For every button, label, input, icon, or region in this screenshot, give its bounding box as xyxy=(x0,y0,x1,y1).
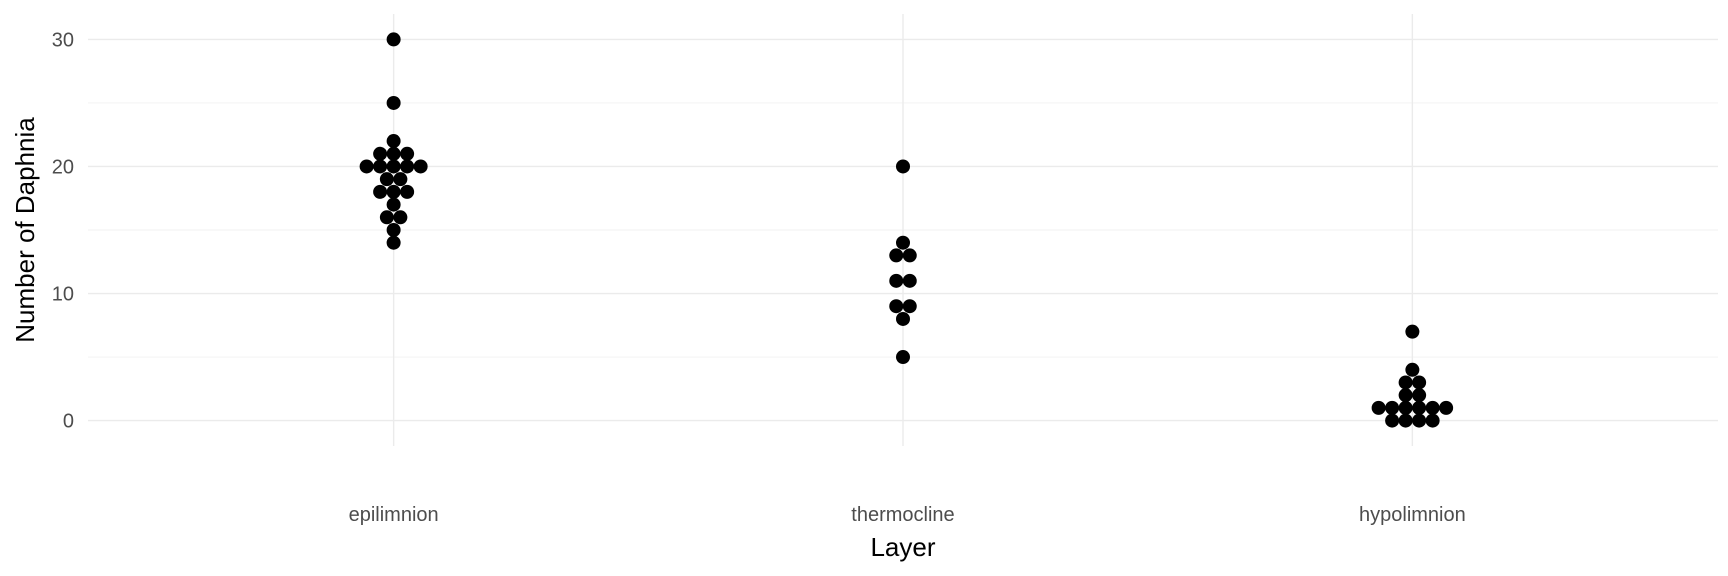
data-point xyxy=(889,299,904,314)
x-axis-tick-labels: epilimnion thermocline hypolimnion xyxy=(349,504,1466,526)
data-point xyxy=(889,273,904,288)
data-point xyxy=(1371,400,1386,415)
data-point xyxy=(400,184,415,199)
data-point xyxy=(1398,400,1413,415)
data-point xyxy=(400,146,415,161)
data-point xyxy=(1398,388,1413,403)
data-point xyxy=(1398,375,1413,390)
y-axis-tick-labels: 0 10 20 30 xyxy=(52,29,74,432)
data-point xyxy=(896,350,910,365)
x-tick-label: epilimnion xyxy=(349,504,439,526)
data-point xyxy=(1385,413,1400,428)
data-point xyxy=(902,248,917,263)
grid-lines xyxy=(88,14,1718,446)
data-point xyxy=(902,273,917,288)
data-point xyxy=(359,159,374,174)
y-axis-title: Number of Daphnia xyxy=(10,117,40,343)
y-tick-label: 10 xyxy=(52,284,74,306)
data-points xyxy=(359,32,1454,428)
data-point xyxy=(889,248,904,263)
data-point xyxy=(379,172,394,187)
data-point xyxy=(1439,400,1454,415)
data-point xyxy=(1425,413,1440,428)
data-point xyxy=(1405,324,1420,339)
data-point xyxy=(1385,400,1400,415)
data-point xyxy=(373,184,388,199)
data-point xyxy=(379,210,394,225)
data-point xyxy=(1412,400,1427,415)
y-tick-label: 0 xyxy=(63,411,74,433)
data-point xyxy=(896,311,910,326)
data-point xyxy=(386,159,401,174)
data-point xyxy=(1398,413,1413,428)
x-tick-label: hypolimnion xyxy=(1359,504,1466,526)
data-point xyxy=(373,159,388,174)
data-point xyxy=(1405,362,1420,377)
data-point xyxy=(373,146,388,161)
y-tick-label: 20 xyxy=(52,156,74,178)
data-point xyxy=(413,159,428,174)
data-point xyxy=(386,197,401,212)
data-point xyxy=(386,223,401,237)
data-point xyxy=(1412,388,1427,403)
data-point xyxy=(1412,413,1427,428)
data-point xyxy=(902,299,917,314)
data-point xyxy=(386,146,401,161)
x-tick-label: thermocline xyxy=(851,504,954,526)
data-point xyxy=(393,210,408,225)
data-point xyxy=(1425,400,1440,415)
data-point xyxy=(386,134,401,149)
data-point xyxy=(386,95,401,110)
y-tick-label: 30 xyxy=(52,29,74,51)
data-point xyxy=(386,235,401,250)
data-point xyxy=(896,159,910,174)
data-point xyxy=(896,235,910,250)
data-point xyxy=(386,32,401,47)
data-point xyxy=(400,159,415,174)
data-point xyxy=(393,172,408,187)
x-axis-title: Layer xyxy=(870,532,935,562)
data-point xyxy=(1412,375,1427,390)
data-point xyxy=(386,184,401,199)
